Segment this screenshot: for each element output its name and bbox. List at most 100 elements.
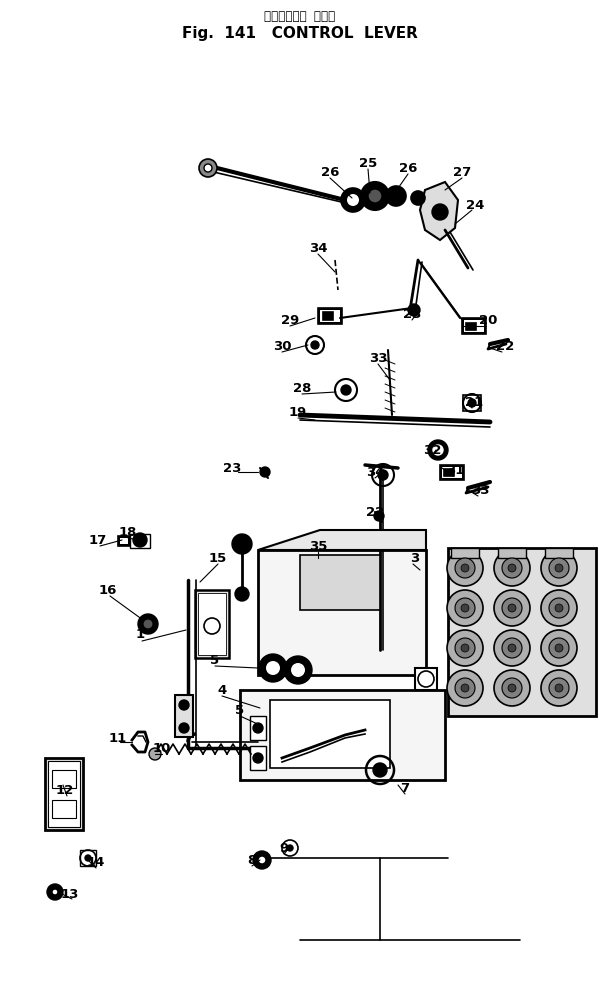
- Circle shape: [260, 467, 270, 477]
- Text: 3: 3: [410, 552, 420, 565]
- Circle shape: [284, 656, 312, 684]
- Text: 24: 24: [466, 199, 484, 212]
- Circle shape: [287, 845, 293, 851]
- Circle shape: [85, 855, 91, 861]
- Circle shape: [258, 856, 266, 864]
- Bar: [45, 758, 83, 830]
- Text: 34: 34: [366, 465, 384, 478]
- Circle shape: [408, 304, 420, 316]
- Text: 13: 13: [61, 888, 79, 901]
- Bar: [118, 536, 130, 546]
- Circle shape: [341, 385, 351, 395]
- Text: 28: 28: [293, 381, 311, 394]
- Text: 23: 23: [223, 461, 241, 474]
- Circle shape: [347, 194, 359, 206]
- Bar: [48, 761, 80, 827]
- Bar: [52, 770, 76, 788]
- Circle shape: [253, 723, 263, 733]
- Circle shape: [373, 763, 387, 777]
- Text: 33: 33: [369, 351, 387, 364]
- Circle shape: [47, 884, 63, 900]
- Circle shape: [428, 440, 448, 460]
- Text: 27: 27: [453, 166, 471, 179]
- Text: 22: 22: [496, 339, 514, 352]
- Circle shape: [179, 723, 189, 733]
- Circle shape: [179, 700, 189, 710]
- Text: 21: 21: [465, 395, 483, 408]
- Text: コントロール レバー: コントロール レバー: [264, 10, 335, 23]
- Circle shape: [555, 604, 563, 612]
- Circle shape: [311, 341, 319, 349]
- Bar: [415, 668, 437, 690]
- Text: 9: 9: [280, 841, 289, 854]
- Text: 35: 35: [309, 540, 327, 553]
- Text: 10: 10: [153, 742, 171, 754]
- Bar: [466, 323, 476, 330]
- Circle shape: [235, 587, 249, 601]
- Text: 34: 34: [308, 242, 327, 254]
- Circle shape: [461, 644, 469, 652]
- Bar: [320, 310, 340, 322]
- Bar: [464, 320, 484, 332]
- Circle shape: [361, 182, 389, 210]
- Circle shape: [502, 678, 522, 698]
- Circle shape: [502, 558, 522, 578]
- Bar: [463, 395, 481, 411]
- Bar: [240, 690, 445, 780]
- Bar: [498, 548, 526, 558]
- Circle shape: [502, 638, 522, 658]
- Bar: [250, 716, 266, 740]
- Circle shape: [143, 619, 153, 629]
- Text: 7: 7: [401, 781, 410, 794]
- Circle shape: [204, 164, 212, 172]
- Circle shape: [549, 598, 569, 618]
- Text: 12: 12: [56, 783, 74, 796]
- Text: 8: 8: [247, 853, 256, 866]
- Bar: [462, 318, 486, 334]
- Circle shape: [138, 614, 158, 634]
- Circle shape: [253, 753, 263, 763]
- Text: 14: 14: [87, 855, 105, 868]
- Bar: [442, 467, 462, 478]
- Text: 23: 23: [403, 307, 421, 320]
- Circle shape: [432, 204, 448, 220]
- Bar: [80, 850, 96, 866]
- Circle shape: [291, 663, 305, 677]
- Text: 18: 18: [119, 526, 137, 539]
- Bar: [52, 800, 76, 818]
- Polygon shape: [420, 182, 458, 240]
- Text: 4: 4: [217, 684, 226, 697]
- Circle shape: [52, 889, 58, 895]
- Text: 20: 20: [479, 313, 497, 326]
- Bar: [545, 548, 573, 558]
- Circle shape: [502, 598, 522, 618]
- Text: 26: 26: [321, 166, 339, 179]
- Circle shape: [508, 564, 516, 572]
- Circle shape: [133, 533, 147, 547]
- Bar: [258, 550, 426, 675]
- Text: 1: 1: [135, 629, 144, 642]
- Circle shape: [494, 550, 530, 586]
- Text: 6: 6: [373, 761, 383, 774]
- Circle shape: [455, 638, 475, 658]
- Bar: [444, 469, 454, 476]
- Text: Fig.  141   CONTROL  LEVER: Fig. 141 CONTROL LEVER: [181, 26, 418, 41]
- Circle shape: [411, 191, 425, 205]
- Polygon shape: [258, 530, 426, 550]
- Circle shape: [508, 684, 516, 692]
- Bar: [300, 555, 380, 610]
- Circle shape: [461, 604, 469, 612]
- Text: 11: 11: [109, 732, 127, 745]
- Circle shape: [149, 748, 161, 760]
- Circle shape: [378, 470, 388, 480]
- Circle shape: [508, 604, 516, 612]
- Circle shape: [541, 630, 577, 666]
- Text: 29: 29: [281, 313, 299, 326]
- Circle shape: [368, 189, 382, 203]
- Circle shape: [494, 590, 530, 626]
- Circle shape: [549, 638, 569, 658]
- Circle shape: [541, 590, 577, 626]
- Text: 17: 17: [89, 534, 107, 547]
- Circle shape: [447, 630, 483, 666]
- Bar: [323, 312, 333, 320]
